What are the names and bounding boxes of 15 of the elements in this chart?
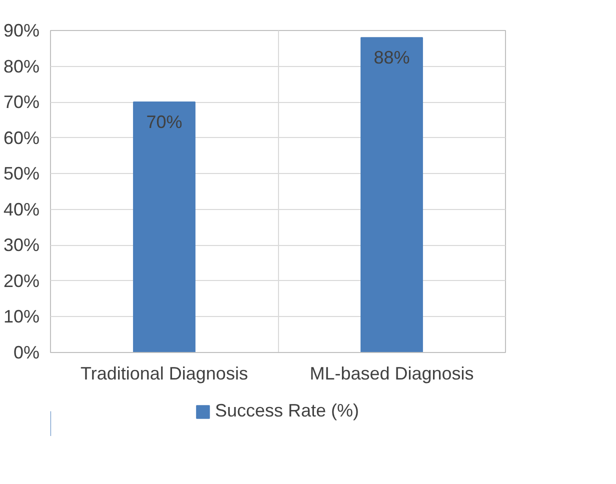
y-tick-label: 70% [3,92,40,112]
y-tick-label: 50% [3,164,40,184]
y-tick-label: 80% [3,56,40,76]
text: 70% [146,112,182,132]
y-tick-label: 40% [3,199,40,220]
text: 88% [374,48,410,68]
x-tick-label: Traditional Diagnosis [80,364,248,384]
y-tick-label: 90% [3,20,40,40]
legend-label: Success Rate (%) [214,400,360,422]
y-tick-label: 10% [3,306,40,327]
x-tick-label: ML-based Diagnosis [310,364,474,384]
y-tick-label: 20% [3,270,40,291]
y-tick-label: 0% [13,342,40,362]
y-tick-label: 30% [3,235,40,256]
y-tick-label: 60% [3,128,40,148]
